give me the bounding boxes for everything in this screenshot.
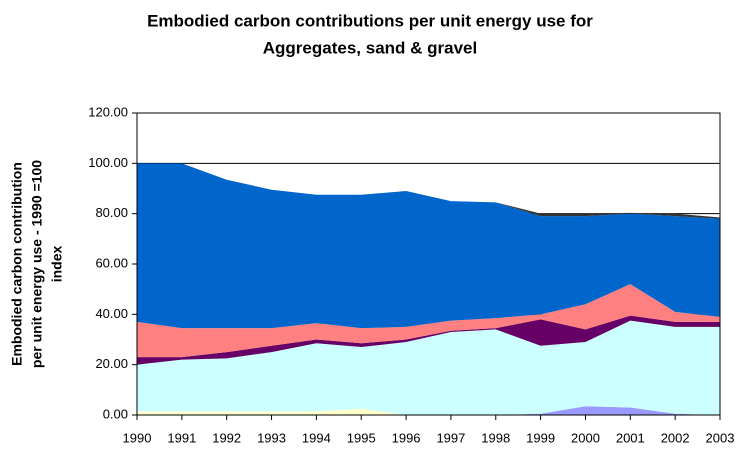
x-tick-label: 1993 [257, 430, 286, 445]
y-axis-title-line: per unit energy use - 1990 =100 [29, 160, 45, 368]
area [137, 320, 720, 415]
x-tick-label: 1994 [302, 430, 331, 445]
y-tick-label: 20.00 [95, 356, 128, 371]
area [137, 408, 720, 415]
x-tick-label: 1995 [347, 430, 376, 445]
x-tick-label: 2003 [706, 430, 735, 445]
chart-title: Embodied carbon contributions per unit e… [147, 11, 593, 30]
area [137, 284, 720, 358]
y-axis-title-line: Embodied carbon contribution [9, 162, 25, 366]
x-tick-label: 2000 [571, 430, 600, 445]
y-tick-label: 100.00 [88, 155, 128, 170]
area [137, 315, 720, 365]
y-tick-label: 60.00 [95, 255, 128, 270]
chart-title: Aggregates, sand & gravel [263, 38, 477, 57]
y-axis-title-line: index [49, 246, 65, 283]
x-tick-label: 1996 [392, 430, 421, 445]
y-tick-label: 0.00 [103, 406, 128, 421]
x-tick-label: 1991 [167, 430, 196, 445]
x-tick-label: 1998 [481, 430, 510, 445]
y-tick-label: 40.00 [95, 306, 128, 321]
x-tick-label: 2001 [616, 430, 645, 445]
x-tick-label: 1990 [123, 430, 152, 445]
y-tick-label: 120.00 [88, 104, 128, 119]
area [137, 406, 720, 415]
y-axis-title: Embodied carbon contribution per unit en… [9, 160, 65, 368]
y-tick-label: 80.00 [95, 205, 128, 220]
plot-border [136, 112, 721, 416]
area [137, 163, 720, 329]
x-tick-label: 1992 [212, 430, 241, 445]
x-tick-label: 2002 [661, 430, 690, 445]
x-tick-label: 1997 [436, 430, 465, 445]
x-tick-label: 1999 [526, 430, 555, 445]
